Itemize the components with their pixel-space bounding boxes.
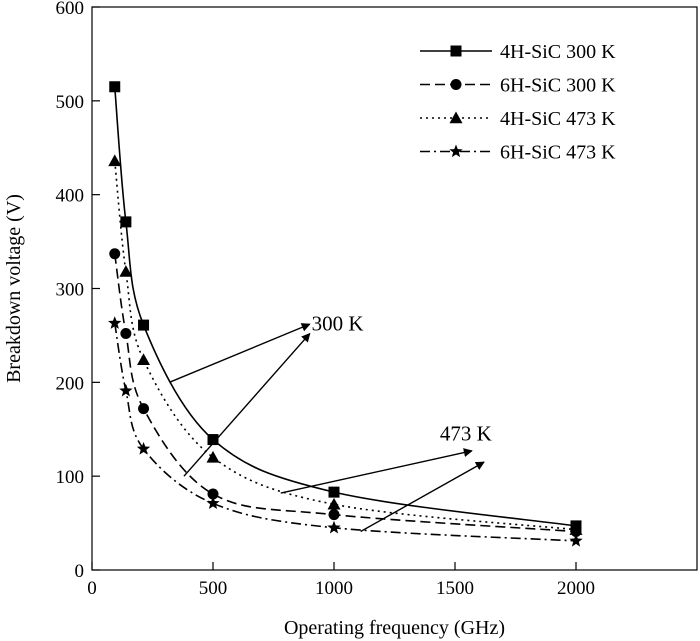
y-axis-label: Breakdown voltage (V) <box>3 194 25 383</box>
data-point <box>136 441 151 455</box>
legend-entry-1: 4H-SiC 300 K <box>420 41 616 63</box>
y-tick-label: 500 <box>56 92 85 113</box>
legend-marker <box>449 144 463 158</box>
x-tick-label: 1500 <box>436 578 474 599</box>
annotation-1: 300 K <box>169 312 364 477</box>
legend-label: 6H-SiC 300 K <box>500 75 616 97</box>
data-point <box>120 328 132 340</box>
x-axis-label: Operating frequency (GHz) <box>284 617 505 639</box>
legend-label: 4H-SiC 300 K <box>500 41 616 63</box>
annotations: 300 K 473 K <box>169 312 492 533</box>
data-point <box>328 509 340 521</box>
x-tick-label: 0 <box>87 578 97 599</box>
series-3 <box>108 154 583 535</box>
series-4 <box>108 316 583 547</box>
data-point <box>328 486 340 498</box>
y-tick-label: 100 <box>56 467 85 488</box>
x-tick-label: 500 <box>199 578 228 599</box>
x-tick-label: 1000 <box>315 578 353 599</box>
x-axis: 0 500 1000 1500 2000 <box>87 562 595 599</box>
data-point <box>120 216 132 228</box>
data-point <box>137 353 151 366</box>
annotation-label: 300 K <box>312 312 364 336</box>
legend-marker <box>450 79 462 90</box>
annotation-arrow <box>360 461 485 533</box>
data-point <box>109 81 121 93</box>
y-tick-label: 200 <box>56 373 85 394</box>
y-tick-label: 600 <box>56 0 85 19</box>
data-point <box>207 434 219 446</box>
series-2 <box>109 248 582 538</box>
legend-entry-3: 4H-SiC 473 K <box>420 108 616 130</box>
legend-entry-4: 6H-SiC 473 K <box>420 142 616 164</box>
data-point <box>108 154 122 167</box>
y-tick-label: 400 <box>56 186 85 207</box>
y-tick-label: 0 <box>75 561 85 582</box>
data-point <box>109 248 121 260</box>
series-layer <box>108 81 583 547</box>
legend-label: 6H-SiC 473 K <box>500 142 616 164</box>
data-point <box>119 383 133 397</box>
legend-marker <box>450 45 462 57</box>
annotation-arrow <box>183 332 311 477</box>
data-point <box>569 523 583 535</box>
data-point <box>569 533 583 547</box>
data-point <box>138 403 150 415</box>
legend-marker <box>449 111 463 124</box>
legend-label: 4H-SiC 473 K <box>500 108 616 130</box>
data-point <box>207 488 219 500</box>
legend: 4H-SiC 300 K 6H-SiC 300 K 4H-SiC 473 K 6H-S… <box>420 41 616 164</box>
annotation-arrow <box>169 323 311 383</box>
y-tick-label: 300 <box>56 280 85 301</box>
series-line <box>113 323 577 542</box>
data-point <box>206 496 220 510</box>
data-point <box>138 319 150 331</box>
data-point <box>206 450 220 463</box>
series-line <box>113 86 577 527</box>
annotation-label: 473 K <box>440 422 492 446</box>
legend-entry-2: 6H-SiC 300 K <box>420 75 616 97</box>
data-point <box>119 265 133 277</box>
series-line <box>113 253 577 533</box>
data-point <box>327 520 341 534</box>
x-tick-label: 2000 <box>557 578 595 599</box>
data-point <box>327 497 341 510</box>
annotation-2: 473 K <box>280 422 492 533</box>
data-point <box>108 316 122 329</box>
y-axis: 0 100 200 300 400 500 600 <box>56 0 100 582</box>
series-line <box>113 160 577 531</box>
